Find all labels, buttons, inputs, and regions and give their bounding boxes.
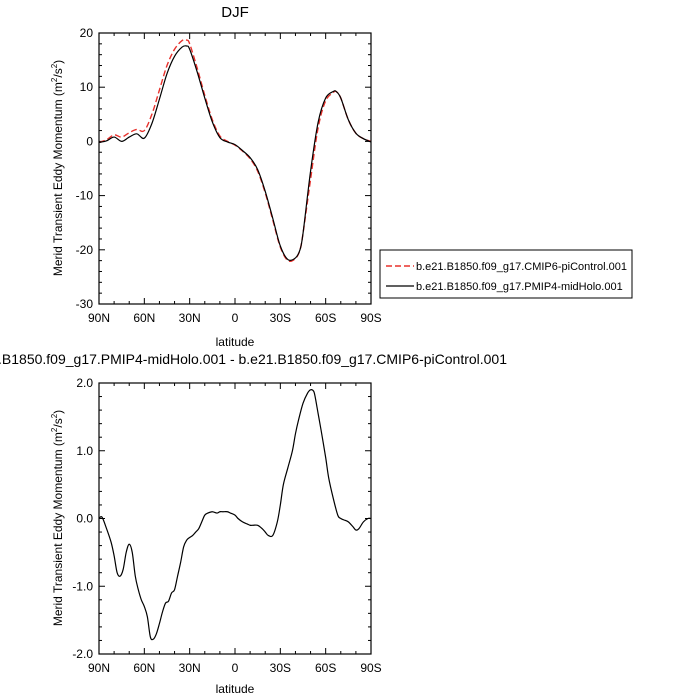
top-x-tick-label: 90N [88, 311, 110, 325]
bottom-x-tick-labels: 90N 60N 30N 0 30S 60S 90S [88, 661, 382, 675]
bottom-x-tick-label: 90N [88, 661, 110, 675]
top-x-tick-labels: 90N 60N 30N 0 30S 60S 90S [88, 311, 382, 325]
top-x-tick-label: 60S [315, 311, 336, 325]
top-y-tick-labels: 20 10 0 -10 -20 -30 [76, 26, 94, 311]
top-y-axis-label: Merid Transient Eddy Momentum (m2/s2) [50, 60, 65, 276]
top-x-tick-label: 60N [133, 311, 155, 325]
bottom-y-tick-label: 0.0 [76, 512, 93, 526]
bottom-x-tick-label: 60N [133, 661, 155, 675]
bottom-chart-panel: b.e21.B1850.f09_g17.PMIP4-midHolo.001 - … [0, 351, 507, 696]
bottom-x-tick-label: 60S [315, 661, 336, 675]
legend-label-picontrol: b.e21.B1850.f09_g17.CMIP6-piControl.001 [416, 261, 627, 273]
bottom-y-tick-label: -2.0 [72, 647, 93, 661]
top-plot-frame [98, 32, 372, 305]
top-y-tick-label: -30 [76, 297, 94, 311]
bottom-series-line-0 [98, 389, 372, 641]
legend-box [379, 249, 633, 299]
top-y-tick-label: 20 [80, 26, 94, 40]
top-x-tick-label: 30S [270, 311, 291, 325]
bottom-y-axis-label: Merid Transient Eddy Momentum (m2/s2) [50, 410, 65, 626]
top-series-line-1 [98, 45, 372, 261]
bottom-y-tick-label: 1.0 [76, 444, 93, 458]
bottom-chart-title: b.e21.B1850.f09_g17.PMIP4-midHolo.001 - … [0, 351, 507, 367]
top-chart-title: DJF [221, 4, 249, 21]
top-x-tick-label: 0 [232, 311, 239, 325]
top-axis-ticks [98, 32, 372, 305]
top-x-tick-label: 90S [360, 311, 381, 325]
bottom-axis-ticks [98, 382, 372, 655]
bottom-y-tick-label: -1.0 [72, 579, 93, 593]
top-x-tick-label: 30N [179, 311, 201, 325]
top-y-tick-label: -20 [76, 243, 94, 257]
top-y-tick-label: 10 [80, 80, 94, 94]
bottom-x-tick-label: 0 [232, 661, 239, 675]
bottom-x-tick-label: 30N [179, 661, 201, 675]
bottom-y-tick-labels: 2.0 1.0 0.0 -1.0 -2.0 [72, 376, 93, 661]
top-y-tick-label: -10 [76, 189, 94, 203]
bottom-plot-frame [98, 382, 372, 655]
bottom-y-tick-label: 2.0 [76, 376, 93, 390]
top-series-group [98, 38, 372, 263]
bottom-x-tick-label: 30S [270, 661, 291, 675]
legend: b.e21.B1850.f09_g17.CMIP6-piControl.001 … [379, 249, 633, 299]
legend-label-midholo: b.e21.B1850.f09_g17.PMIP4-midHolo.001 [416, 281, 623, 293]
bottom-series-group [98, 389, 372, 641]
top-y-tick-label: 0 [86, 134, 93, 148]
top-x-axis-label: latitude [216, 335, 255, 349]
top-chart-panel: DJF 90N 60N 30N 0 30S 60S 90S 20 10 0 -10 -20 -30 l… [50, 4, 382, 349]
bottom-x-axis-label: latitude [216, 682, 255, 696]
top-series-line-0 [98, 38, 372, 263]
bottom-x-tick-label: 90S [360, 661, 381, 675]
